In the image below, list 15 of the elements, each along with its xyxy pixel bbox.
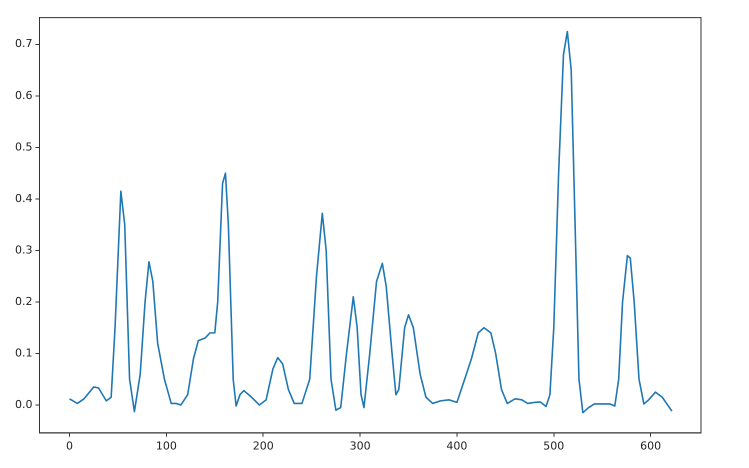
y-tick-label: 0.1 xyxy=(14,346,32,360)
x-tick-label: 300 xyxy=(350,439,371,452)
y-tick-label: 0.7 xyxy=(14,37,32,50)
y-tick-label: 0.0 xyxy=(14,398,32,411)
x-tick-label: 100 xyxy=(156,439,177,452)
x-tick-label: 0 xyxy=(66,439,74,452)
x-tick-label: 600 xyxy=(640,439,662,452)
y-tick-label: 0.2 xyxy=(14,294,32,308)
y-tick-label: 0.3 xyxy=(14,243,32,256)
y-tick-label: 0.5 xyxy=(14,140,32,154)
x-tick-label: 500 xyxy=(543,439,564,452)
y-tick-label: 0.4 xyxy=(14,192,32,205)
x-tick-label: 200 xyxy=(252,439,274,452)
x-tick-label: 400 xyxy=(446,439,468,452)
y-tick-label: 0.6 xyxy=(14,88,32,102)
